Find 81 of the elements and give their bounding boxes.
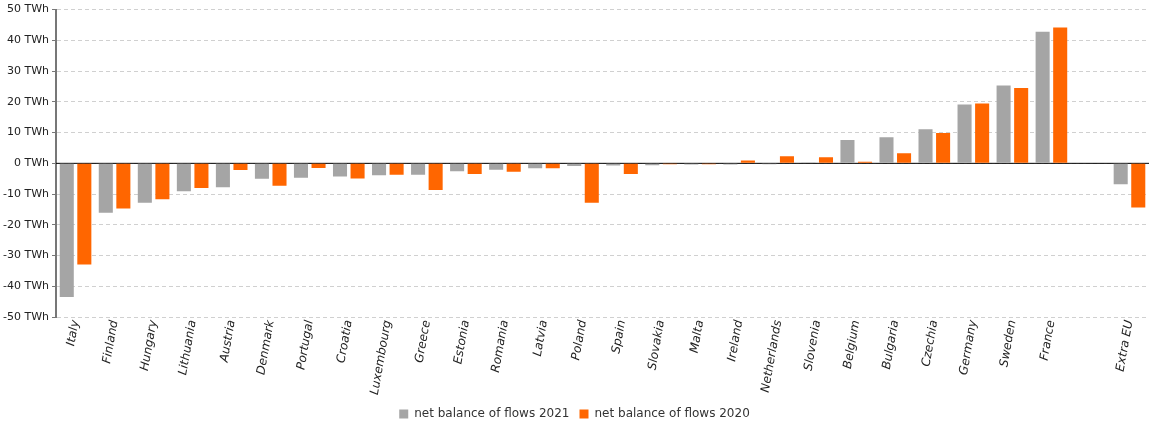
x-tick-label: Greece <box>411 318 433 364</box>
y-tick-label: -10 TWh <box>3 186 50 200</box>
y-tick-label: 20 TWh <box>6 94 50 108</box>
bar <box>350 163 365 179</box>
bar <box>975 103 990 163</box>
x-tick-label: Spain <box>608 318 629 355</box>
bar <box>918 129 933 163</box>
x-tick-label: Lithuania <box>175 318 199 377</box>
x-tick-label: Croatia <box>333 318 355 365</box>
x-tick-label: Latvia <box>529 318 550 358</box>
bar <box>272 163 287 186</box>
y-tick-label: 0 TWh <box>13 156 50 170</box>
bar <box>506 163 521 172</box>
x-tick-label: Ireland <box>724 318 746 363</box>
bar <box>254 163 269 179</box>
bar <box>1131 163 1146 208</box>
y-tick-label: 40 TWh <box>6 33 50 47</box>
bar <box>1053 27 1068 163</box>
bar <box>897 153 912 163</box>
y-tick-label: 50 TWh <box>6 2 50 16</box>
bar <box>215 163 230 188</box>
bar <box>545 163 560 169</box>
bar <box>233 163 248 171</box>
x-tick-label: Denmark <box>253 317 277 376</box>
bar <box>411 163 426 175</box>
x-tick-label: Slovenia <box>800 318 824 372</box>
legend-label: net balance of flows 2020 <box>594 406 750 421</box>
x-tick-label: Portugal <box>293 318 316 371</box>
bar <box>332 163 348 177</box>
bar <box>155 163 170 200</box>
bar <box>98 163 113 213</box>
bar <box>293 163 308 178</box>
bar <box>137 163 152 203</box>
bar <box>779 156 794 163</box>
bar <box>818 157 834 163</box>
bar <box>389 163 404 175</box>
x-tick-label: Romania <box>487 318 511 374</box>
bar <box>936 132 951 163</box>
x-tick-label: Germany <box>955 318 980 376</box>
bar <box>467 163 482 175</box>
bar <box>996 85 1011 163</box>
bar <box>372 163 387 176</box>
x-tick-label: Hungary <box>136 318 160 372</box>
x-tick-label: Italy <box>63 318 82 348</box>
bar <box>311 163 326 168</box>
bar <box>879 137 894 163</box>
y-tick-label: -20 TWh <box>3 217 50 231</box>
x-tick-label: Bulgaria <box>878 318 902 371</box>
y-tick-label: -50 TWh <box>3 309 50 323</box>
bar <box>194 163 209 188</box>
x-tick-label: Austria <box>216 318 238 365</box>
bar <box>489 163 504 170</box>
x-tick-label: Sweden <box>996 318 1019 369</box>
y-tick-label: -30 TWh <box>3 248 50 262</box>
x-tick-label: Extra EU <box>1112 318 1136 373</box>
legend-label: net balance of flows 2021 <box>414 406 570 421</box>
bar <box>584 163 599 203</box>
bar <box>77 163 92 265</box>
y-tick-label: 10 TWh <box>6 125 50 139</box>
x-tick-label: Poland <box>568 318 590 362</box>
x-tick-label: Slovakia <box>644 318 668 372</box>
bar <box>840 139 855 163</box>
x-tick-label: France <box>1036 318 1058 362</box>
x-tick-label: Belgium <box>839 318 863 370</box>
y-tick-label: 30 TWh <box>6 63 50 77</box>
bar <box>176 163 191 192</box>
bar <box>428 163 443 191</box>
bar <box>623 163 638 175</box>
bar <box>59 163 74 298</box>
bar <box>1035 31 1050 163</box>
x-tick-label: Finland <box>99 318 121 365</box>
bar <box>528 163 543 169</box>
bar <box>450 163 465 172</box>
x-tick-label: Czechia <box>918 318 941 368</box>
bar <box>1113 163 1128 185</box>
bar <box>957 104 972 163</box>
bar <box>1014 88 1029 163</box>
x-tick-label: Estonia <box>450 318 472 365</box>
y-tick-label: -40 TWh <box>3 279 50 293</box>
x-tick-label: Malta <box>686 318 707 354</box>
bar <box>116 163 131 209</box>
